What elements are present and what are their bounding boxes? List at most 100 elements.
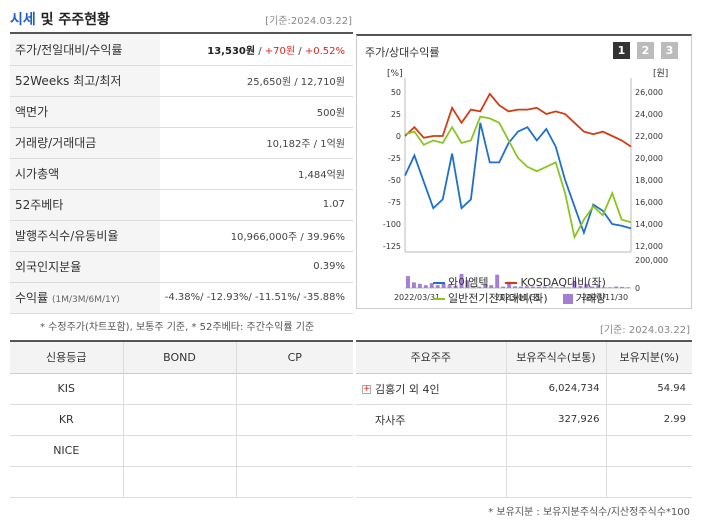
empty-cell bbox=[605, 466, 692, 498]
volume-bar bbox=[572, 281, 577, 288]
series-line-3 bbox=[404, 115, 632, 240]
left-tick-label: 50 bbox=[391, 88, 401, 97]
right-tick-label: 16,000 bbox=[635, 198, 663, 207]
left-tick-label: -125 bbox=[383, 242, 401, 251]
volume-bar bbox=[411, 282, 416, 288]
volume-tick-label: 200,000 bbox=[635, 256, 668, 265]
table-row: NICE bbox=[10, 435, 353, 467]
beta-value: 1.07 bbox=[160, 189, 353, 221]
quote-footnote: * 수정주가(차트포함), 보통주 기준, * 52주베타: 주간수익률 기준 bbox=[40, 322, 315, 333]
legend-swatch-1 bbox=[433, 282, 445, 284]
credit-header: BOND bbox=[122, 340, 236, 374]
volume-bar bbox=[435, 285, 440, 288]
volume-bar bbox=[513, 286, 517, 288]
volume-bar bbox=[584, 283, 589, 288]
left-tick-label: -25 bbox=[388, 154, 401, 163]
x-tick-label: 2023/11/30 bbox=[582, 293, 628, 302]
volume-bar bbox=[596, 285, 601, 288]
holder-name: 자사주 bbox=[375, 413, 406, 427]
holders-footnote: * 보유지분 : 보유지분주식수/지산정주식수*100 bbox=[488, 507, 690, 518]
left-tick-label: 25 bbox=[391, 110, 401, 119]
empty-cell bbox=[605, 435, 692, 467]
empty-cell bbox=[122, 466, 236, 498]
legend-label-4: 거래량 bbox=[575, 292, 607, 305]
return-value: -4.38%/ -12.93%/ -11.51%/ -35.88% bbox=[160, 282, 353, 314]
volume-bar bbox=[620, 286, 625, 288]
return-label: 수익률 (1M/3M/6M/1Y) bbox=[10, 282, 160, 314]
sep: / bbox=[255, 45, 265, 57]
right-tick-label: 22,000 bbox=[635, 132, 663, 141]
volume-bar bbox=[614, 286, 619, 288]
volume-bar bbox=[608, 287, 613, 288]
volume-bar bbox=[554, 287, 559, 288]
left-tick-label: -50 bbox=[388, 176, 401, 185]
legend-label-1: 와이엠텍 bbox=[448, 276, 489, 289]
volume-bar bbox=[417, 283, 422, 288]
par-value: 500원 bbox=[160, 96, 353, 128]
volume-bar bbox=[471, 286, 476, 288]
volume-bar bbox=[429, 283, 434, 288]
table-row bbox=[356, 466, 692, 498]
holder-pct: 54.94 bbox=[605, 373, 692, 405]
credit-header-row: 신용등급 BOND CP bbox=[10, 340, 353, 374]
section-title-rest: 및 주주현황 bbox=[35, 12, 110, 28]
expand-plus-icon[interactable]: + bbox=[362, 384, 371, 394]
chart-page-2-button[interactable]: 2 bbox=[637, 42, 654, 59]
volume-bar bbox=[465, 280, 470, 288]
volume-bar bbox=[507, 281, 512, 288]
credit-header: 신용등급 bbox=[10, 340, 123, 374]
quote-row-return: 수익률 (1M/3M/6M/1Y) -4.38%/ -12.93%/ -11.5… bbox=[10, 282, 353, 314]
quote-row-beta: 52주베타 1.07 bbox=[10, 189, 353, 221]
chart-panel-title: 주가/상대수익률 bbox=[365, 46, 440, 59]
quote-row-par: 액면가 500원 bbox=[10, 96, 353, 128]
mcap-value: 1,484억원 bbox=[160, 158, 353, 190]
table-row bbox=[10, 466, 353, 498]
legend-row-2: 일반전기전자대비(좌) 거래량 bbox=[433, 290, 606, 306]
holder-shares: 6,024,734 bbox=[505, 373, 606, 405]
empty-cell bbox=[356, 435, 506, 467]
quote-row-52w: 52Weeks 최고/최저 25,650원 / 12,710원 bbox=[10, 65, 353, 97]
volume-bar bbox=[566, 287, 571, 288]
right-tick-label: 20,000 bbox=[635, 154, 663, 163]
series-line-2 bbox=[404, 92, 632, 148]
credit-header: CP bbox=[235, 340, 353, 374]
agency-cell: KIS bbox=[10, 373, 123, 405]
return-periods: (1M/3M/6M/1Y) bbox=[51, 295, 120, 305]
mcap-label: 시가총액 bbox=[10, 158, 160, 190]
holders-header: 보유지분(%) bbox=[605, 340, 692, 374]
cp-cell bbox=[235, 404, 353, 436]
table-row: 자사주 327,926 2.99 bbox=[356, 404, 692, 436]
quote-row-volume: 거래량/거래대금 10,182주 / 1억원 bbox=[10, 127, 353, 159]
volume-bar bbox=[626, 287, 630, 288]
volume-value: 10,182주 / 1억원 bbox=[160, 127, 353, 159]
legend-swatch-4 bbox=[562, 294, 573, 304]
volume-bar bbox=[453, 285, 458, 288]
holder-name-cell: + 김홍기 외 4인 bbox=[356, 373, 506, 405]
agency-cell: NICE bbox=[10, 435, 123, 467]
legend-label-2: KOSDAQ대비(좌) bbox=[520, 276, 606, 289]
chart-page-1-button[interactable]: 1 bbox=[613, 42, 630, 59]
volume-bar bbox=[447, 285, 452, 288]
volume-bar bbox=[578, 285, 583, 288]
right-tick-label: 26,000 bbox=[635, 88, 663, 97]
empty-cell bbox=[356, 466, 506, 498]
volume-bar bbox=[590, 286, 595, 288]
legend-swatch-2 bbox=[505, 282, 518, 284]
holder-shares: 327,926 bbox=[505, 404, 606, 436]
empty-cell bbox=[505, 466, 606, 498]
section-title-accent: 시세 bbox=[10, 12, 36, 28]
holder-name-cell: 자사주 bbox=[356, 404, 506, 436]
holders-header: 보유주식수(보통) bbox=[505, 340, 606, 374]
w52-value: 25,650원 / 12,710원 bbox=[160, 65, 353, 97]
empty-cell bbox=[235, 466, 353, 498]
x-tick-label: 2022/03/31 bbox=[394, 293, 440, 302]
price-label: 주가/전일대비/수익률 bbox=[10, 34, 160, 66]
volume-bar bbox=[441, 283, 446, 288]
shares-value: 10,966,000주 / 39.96% bbox=[160, 220, 353, 252]
left-tick-label: 0 bbox=[396, 132, 401, 141]
chart-page-3-button[interactable]: 3 bbox=[661, 42, 678, 59]
right-tick-label: 14,000 bbox=[635, 220, 663, 229]
holder-name[interactable]: 김홍기 외 4인 bbox=[375, 382, 440, 396]
volume-label: 거래량/거래대금 bbox=[10, 127, 160, 159]
stock-chart: [%] [원] 50 26,000 25 24,000 0 22,000 -25 20,000… bbox=[383, 68, 668, 302]
